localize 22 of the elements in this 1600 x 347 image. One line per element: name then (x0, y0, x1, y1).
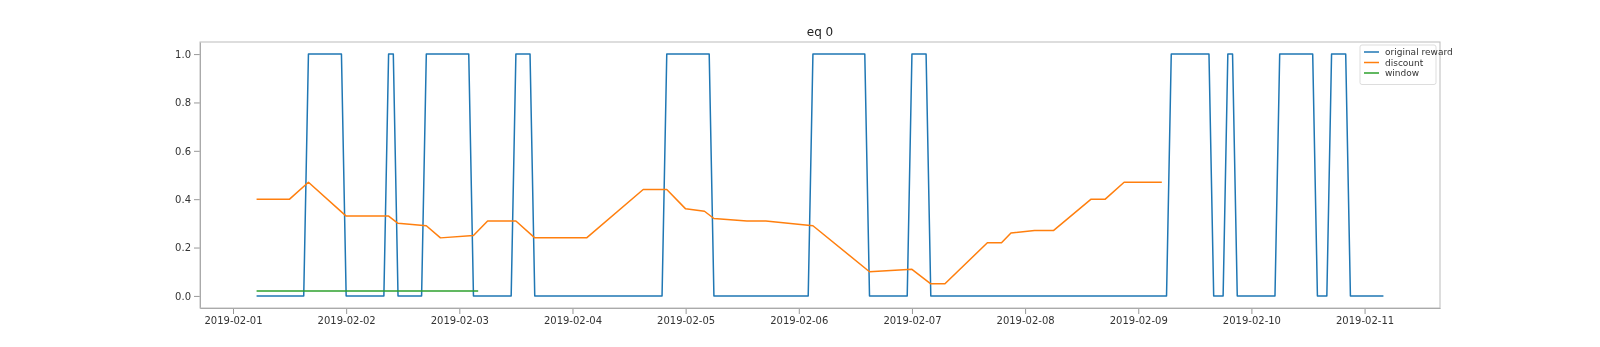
x-tick-label: 2019-02-01 (204, 315, 263, 327)
legend-label: window (1385, 68, 1420, 79)
x-tick-label: 2019-02-09 (1109, 315, 1168, 327)
x-tick-label: 2019-02-04 (543, 315, 603, 327)
y-tick-label: 0.6 (175, 145, 191, 157)
y-tick-label: 0.2 (175, 242, 191, 254)
x-tick-label: 2019-02-11 (1336, 315, 1395, 327)
y-tick-label: 0.0 (175, 290, 191, 302)
x-tick-label: 2019-02-07 (883, 315, 942, 327)
y-tick-label: 0.8 (175, 97, 191, 109)
legend-label: original reward (1385, 47, 1453, 58)
x-tick-label: 2019-02-06 (770, 315, 829, 327)
y-tick-label: 1.0 (175, 48, 191, 60)
line-series (255, 181, 1163, 285)
x-tick-label: 2019-02-02 (317, 315, 376, 327)
x-tick-label: 2019-02-03 (430, 315, 489, 327)
chart-title: eq 0 (806, 25, 834, 39)
y-tick-label: 0.4 (175, 193, 191, 205)
x-tick-label: 2019-02-05 (657, 315, 716, 327)
x-tick-label: 2019-02-10 (1222, 315, 1281, 327)
x-tick-label: 2019-02-08 (996, 315, 1055, 327)
legend-label: discount (1385, 57, 1424, 68)
